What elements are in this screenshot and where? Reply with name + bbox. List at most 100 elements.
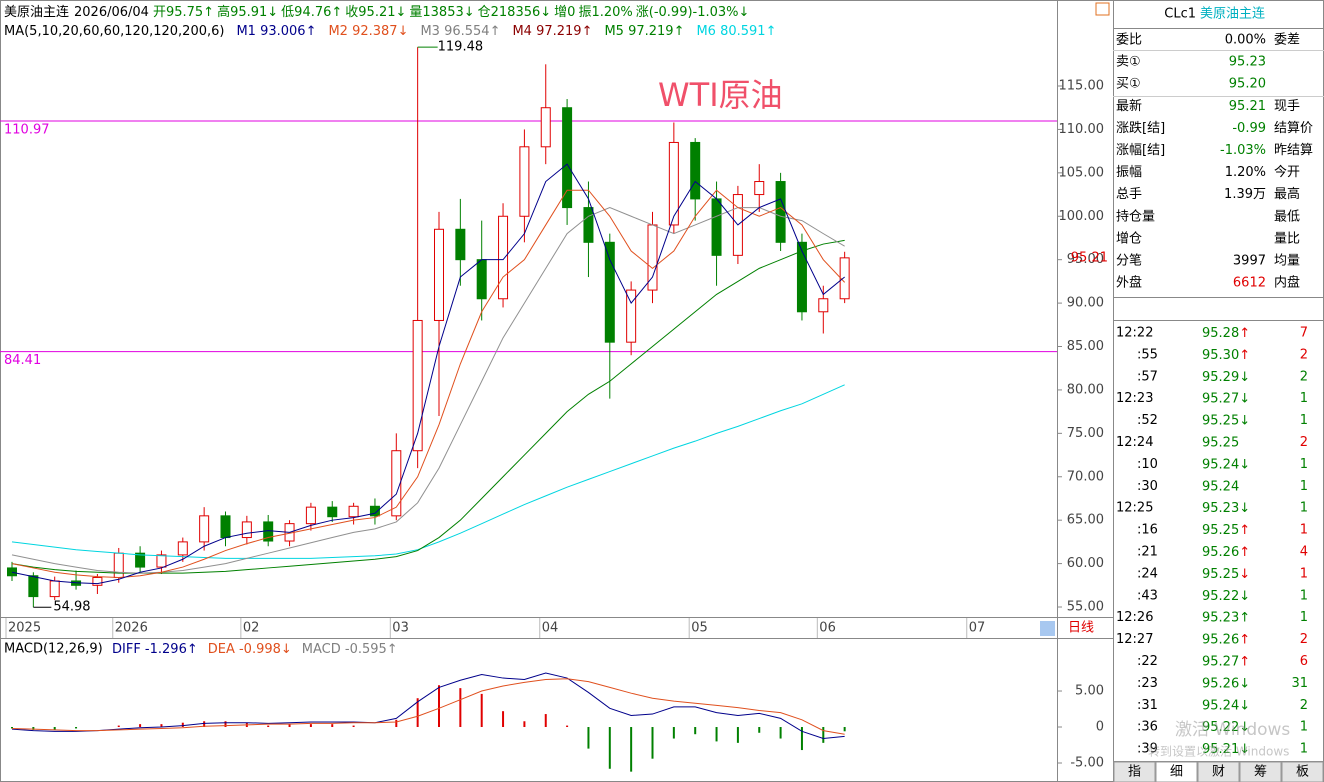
quote-name: 美原油主连 [1200, 6, 1265, 22]
tick-price: 95.29↓ [1202, 369, 1250, 384]
level-label: 110.97 [4, 123, 50, 138]
candle-body [391, 450, 402, 517]
tick-price-value: 95.29 [1202, 369, 1239, 384]
x-tick-label: 2025 [8, 621, 41, 636]
tab-label[interactable]: 筹 [1254, 764, 1267, 780]
y-tick-label: 65.00 [1067, 513, 1104, 528]
tick-arrow: ↓ [1239, 698, 1250, 713]
tick-price: 95.26↑ [1202, 632, 1250, 647]
tick-price: 95.27↓ [1202, 391, 1250, 406]
y-tick-label: 95.00 [1067, 252, 1104, 267]
macd-legend-item: DIFF -1.296↑ [112, 642, 198, 657]
scroll-box[interactable] [1040, 621, 1055, 636]
candle-body [818, 298, 829, 313]
quote-label: 最低 [1274, 209, 1300, 224]
tick-time: 12:25 [1116, 501, 1153, 516]
tick-price-value: 95.24 [1202, 457, 1239, 472]
x-tick-label: 04 [542, 621, 559, 636]
tick-arrow: ↑ [1239, 632, 1250, 647]
tick-price: 95.24↓ [1202, 698, 1250, 713]
quote-label: 持仓量 [1116, 209, 1155, 224]
x-tick-label: 02 [243, 621, 260, 636]
tab[interactable] [1155, 761, 1198, 782]
candle-body [220, 515, 231, 539]
tick-volume: 1 [1300, 501, 1308, 516]
tick-price: 95.25↑ [1202, 523, 1250, 538]
quote-label: 量比 [1274, 231, 1300, 246]
tab[interactable] [1113, 761, 1156, 782]
period-label[interactable]: 日线 [1068, 621, 1094, 636]
menu-icon[interactable] [1095, 2, 1110, 16]
y-tick-label: -5.00 [1070, 756, 1104, 771]
candle-body [668, 141, 679, 226]
tab-label[interactable]: 指 [1128, 765, 1141, 780]
y-tick-label: 105.00 [1059, 165, 1105, 180]
tick-time: 12:26 [1116, 610, 1153, 625]
candle-body [412, 319, 423, 452]
quote-label: 涨幅[结] [1116, 143, 1165, 158]
tick-price-value: 95.24 [1202, 698, 1239, 713]
chart-annotation: WTI原油 [658, 76, 783, 114]
watermark: 转到设置以激活 Windows [1148, 744, 1289, 759]
y-tick-label: 60.00 [1067, 556, 1104, 571]
tab[interactable] [1197, 761, 1240, 782]
tick-volume: 1 [1300, 391, 1308, 406]
candle-body [156, 554, 167, 568]
y-tick-label: 55.00 [1067, 600, 1104, 615]
tick-time: :22 [1137, 654, 1158, 669]
candle-body [754, 181, 765, 196]
tick-volume: 6 [1300, 654, 1308, 669]
quote-value: 1.39万 [1224, 187, 1266, 202]
y-tick-label: 110.00 [1059, 122, 1105, 137]
tick-price-value: 95.26 [1202, 632, 1239, 647]
y-tick-label: 5.00 [1075, 684, 1104, 699]
tick-arrow: ↓ [1239, 457, 1250, 472]
quote-label: 增仓 [1116, 231, 1142, 246]
tick-price: 95.27↑ [1202, 654, 1250, 669]
quote-label: 买① [1116, 77, 1141, 92]
tab-label[interactable]: 板 [1296, 765, 1309, 780]
header-date: 2026/06/04 [74, 5, 149, 20]
quote-label: 振幅 [1116, 165, 1142, 180]
header-stat: 低94.76↑ [281, 5, 342, 20]
tick-price: 95.23↓ [1202, 501, 1250, 516]
quote-label: 外盘 [1116, 275, 1142, 291]
quote-label: 总手 [1116, 187, 1142, 202]
tick-price: 95.28↑ [1202, 326, 1250, 341]
y-tick-label: 75.00 [1067, 426, 1104, 441]
tick-arrow: ↓ [1239, 369, 1250, 384]
header-stat: 振1.20% [578, 5, 632, 20]
x-tick-label: 2026 [115, 621, 148, 636]
tick-volume: 4 [1300, 545, 1308, 560]
tab[interactable] [1281, 761, 1324, 782]
tick-arrow: ↓ [1239, 501, 1250, 516]
quote-value: -0.99 [1232, 121, 1266, 136]
indicator-line [11, 384, 845, 559]
tab-label[interactable]: 细 [1170, 765, 1183, 780]
x-tick-label: 06 [819, 621, 836, 636]
candle-body [796, 241, 807, 313]
tick-volume: 1 [1300, 413, 1308, 428]
quote-label: 今开 [1274, 164, 1300, 180]
candle-body [775, 181, 786, 243]
tick-time: :57 [1137, 369, 1158, 384]
y-tick-label: 80.00 [1067, 382, 1104, 397]
tick-arrow: ↑ [1239, 523, 1250, 538]
macd-legend: DIFF -1.296↑ DEA -0.998↓ MACD -0.595↑ [112, 642, 398, 657]
tab-label[interactable]: 财 [1212, 765, 1225, 780]
tick-price-value: 95.24 [1202, 479, 1239, 494]
level-label: 84.41 [4, 353, 41, 368]
tick-volume: 2 [1300, 435, 1308, 450]
tab[interactable] [1239, 761, 1282, 782]
header-stat: 开95.75↑ [153, 5, 214, 20]
candle-body [28, 575, 39, 598]
tick-arrow: ↑ [1239, 545, 1250, 560]
tick-volume: 7 [1300, 326, 1308, 341]
indicator-line [11, 672, 845, 740]
tick-time: :10 [1137, 457, 1158, 472]
candle-body [690, 141, 701, 200]
tick-price-value: 95.22 [1202, 720, 1239, 735]
tick-volume: 31 [1291, 676, 1308, 691]
tick-arrow: ↓ [1239, 742, 1250, 757]
watermark: 激活 Windows [1175, 720, 1290, 740]
